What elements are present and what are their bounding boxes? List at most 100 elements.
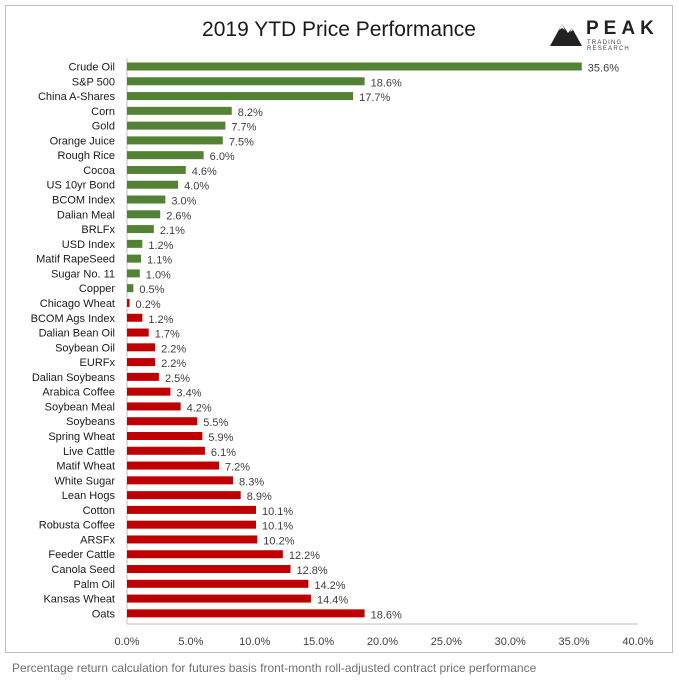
bar: [127, 298, 130, 307]
bar: [127, 432, 203, 440]
category-label: China A-Shares: [38, 91, 116, 103]
bar: [127, 372, 159, 381]
data-label: 2.1%: [160, 225, 185, 237]
bar: [127, 106, 232, 115]
x-tick-label: 10.0%: [239, 636, 270, 648]
data-label: 6.0%: [210, 151, 235, 163]
bar: [127, 565, 291, 574]
bar: [127, 594, 311, 603]
x-tick-label: 40.0%: [622, 636, 653, 648]
data-label: 3.4%: [176, 388, 201, 400]
data-label: 3.0%: [171, 196, 196, 208]
data-label: 10.1%: [262, 506, 293, 518]
bar: [127, 195, 166, 204]
category-label: Dalian Meal: [57, 209, 115, 221]
bar: [127, 343, 156, 352]
peak-logo: PEAK TRADING RESEARCH: [548, 18, 660, 52]
category-label: Dalian Bean Oil: [39, 328, 115, 340]
data-label: 10.1%: [262, 521, 293, 533]
category-label: Kansas Wheat: [43, 594, 115, 606]
bar: [127, 254, 142, 263]
category-label: Spring Wheat: [48, 431, 115, 443]
logo-tagline: TRADING RESEARCH: [587, 40, 630, 52]
category-label: Soybeans: [66, 416, 115, 428]
bar: [127, 491, 241, 500]
data-label: 17.7%: [359, 92, 390, 104]
bar: [127, 269, 140, 278]
bar: [127, 328, 149, 337]
x-tick-label: 15.0%: [303, 636, 334, 648]
x-tick-label: 20.0%: [367, 636, 398, 648]
chart-frame: [5, 5, 673, 653]
category-label: Matif Wheat: [56, 461, 115, 473]
data-label: 1.7%: [155, 329, 180, 341]
bar: [127, 550, 283, 559]
data-label: 1.2%: [148, 240, 173, 252]
data-label: 12.2%: [289, 550, 320, 562]
bar: [127, 535, 258, 544]
data-label: 5.9%: [208, 432, 233, 444]
category-label: Soybean Meal: [45, 401, 115, 413]
category-label: Lean Hogs: [62, 490, 116, 502]
bar-chart: Crude Oil 35.6% S&P 500 18.6% China A-Shares…: [31, 58, 654, 648]
data-label: 1.1%: [147, 255, 172, 267]
bar: [127, 446, 205, 455]
category-label: Soybean Oil: [55, 342, 115, 354]
bar: [127, 180, 179, 189]
category-label: Robusta Coffee: [39, 520, 115, 532]
bar: [127, 520, 257, 529]
category-label: ARSFx: [80, 534, 115, 546]
category-label: Canola Seed: [51, 564, 115, 576]
bar: [127, 284, 134, 293]
data-label: 14.4%: [317, 595, 348, 607]
category-label: Oats: [92, 608, 116, 620]
category-label: Orange Juice: [50, 135, 115, 147]
bar: [127, 151, 204, 160]
category-label: Rough Rice: [58, 150, 115, 162]
category-label: Crude Oil: [69, 62, 115, 74]
data-label: 12.8%: [297, 565, 328, 577]
bar: [127, 402, 181, 411]
category-label: S&P 500: [72, 76, 115, 88]
bar: [127, 210, 161, 219]
data-label: 5.5%: [203, 417, 228, 429]
bar: [127, 77, 365, 86]
category-label: BCOM Index: [52, 195, 115, 207]
category-label: Feeder Cattle: [48, 549, 115, 561]
data-label: 18.6%: [371, 77, 402, 89]
bar: [127, 417, 198, 426]
data-label: 7.7%: [231, 122, 256, 134]
data-label: 2.6%: [166, 210, 191, 222]
data-label: 2.2%: [161, 358, 186, 370]
category-label: Live Cattle: [63, 446, 115, 458]
category-label: US 10yr Bond: [47, 180, 115, 192]
data-label: 2.2%: [161, 343, 186, 355]
data-label: 0.2%: [136, 299, 161, 311]
x-tick-label: 35.0%: [559, 636, 590, 648]
x-tick-label: 5.0%: [178, 636, 203, 648]
x-tick-label: 30.0%: [495, 636, 526, 648]
category-label: Dalian Soybeans: [32, 372, 116, 384]
category-label: Matif RapeSeed: [36, 254, 115, 266]
category-label: Gold: [92, 121, 115, 133]
data-label: 0.5%: [139, 284, 164, 296]
category-label: BRLFx: [81, 224, 115, 236]
data-label: 8.2%: [238, 107, 263, 119]
data-label: 4.0%: [184, 181, 209, 193]
category-label: Chicago Wheat: [40, 298, 115, 310]
bar: [127, 92, 354, 101]
chart-caption: Percentage return calculation for future…: [12, 661, 537, 675]
data-label: 1.0%: [146, 269, 171, 281]
bar: [127, 387, 171, 396]
x-tick-label: 0.0%: [114, 636, 139, 648]
category-label: Sugar No. 11: [51, 268, 115, 280]
category-label: EURFx: [80, 357, 116, 369]
x-tick-label: 25.0%: [431, 636, 462, 648]
bar: [127, 239, 143, 248]
category-label: USD Index: [62, 239, 116, 251]
data-label: 8.9%: [247, 491, 272, 503]
bar: [127, 579, 309, 588]
bar: [127, 461, 219, 470]
bar: [127, 62, 582, 71]
bar: [127, 358, 156, 367]
